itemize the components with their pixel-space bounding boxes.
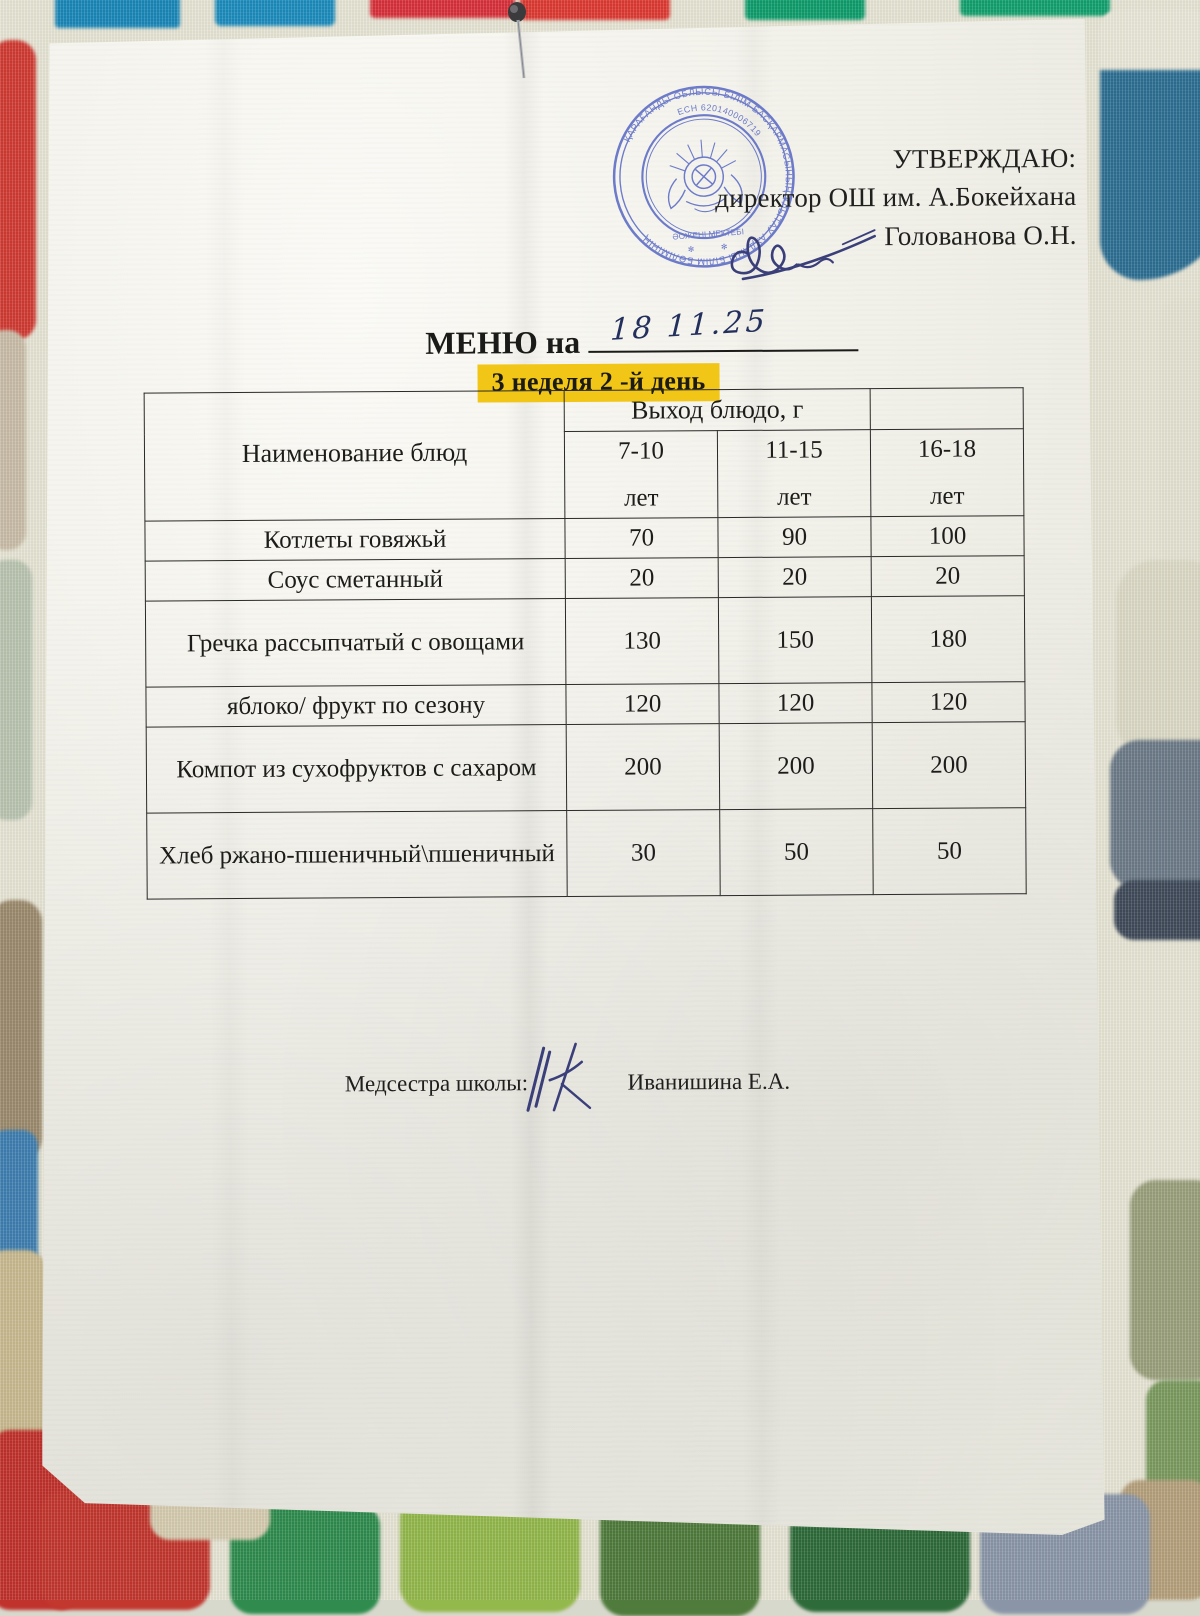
fabric-motif-left — [0, 1250, 46, 1450]
fabric-block-blue — [215, 0, 335, 26]
dish-portion-7-10: 20 — [565, 558, 718, 599]
age-unit: лет — [776, 483, 812, 511]
nurse-name: Иванишина Е.А. — [627, 1068, 791, 1095]
fabric-motif-right — [1110, 740, 1200, 890]
dish-portion-16-18: 50 — [873, 808, 1027, 895]
dish-portion-16-18: 100 — [871, 516, 1024, 557]
dish-name: Гречка рассыпчатый с овощами — [145, 599, 566, 688]
official-seal-stamp-icon: ҚАРАҒАНДЫ ОБЛЫСЫ БІЛІМ БАСҚАРМАСЫНЫҢ ҰЛЫ… — [599, 72, 808, 281]
approval-line-1: УТВЕРЖДАЮ: — [892, 142, 1077, 175]
dish-portion-11-15: 200 — [719, 723, 873, 810]
dish-name: яблоко/ фрукт по сезону — [146, 685, 566, 728]
svg-text:✻: ✻ — [688, 245, 696, 255]
dish-name: Котлеты говяжьй — [145, 519, 565, 562]
pushpin-icon — [508, 2, 526, 79]
fabric-block-blue — [55, 0, 180, 28]
director-signature — [725, 208, 915, 289]
age-range: 11-15 — [765, 436, 823, 465]
header-age-7-10: 7-10 лет — [564, 431, 718, 519]
paper-sheet: ҚАРАҒАНДЫ ОБЛЫСЫ БІЛІМ БАСҚАРМАСЫНЫҢ ҰЛЫ… — [33, 19, 1104, 1541]
dish-portion-7-10: 120 — [566, 684, 719, 725]
dish-portion-16-18: 200 — [872, 722, 1026, 809]
fabric-motif-left — [0, 900, 42, 1160]
header-output: Выход блюдо, г — [564, 389, 870, 432]
table-row: Гречка рассыпчатый с овощами 130 150 180 — [145, 596, 1025, 687]
fabric-motif-right — [1116, 560, 1200, 760]
dish-portion-11-15: 50 — [720, 809, 874, 896]
fabric-motif-right — [1160, 300, 1200, 560]
fabric-block-red — [520, 0, 670, 20]
age-range: 16-18 — [917, 435, 977, 464]
dish-portion-7-10: 30 — [567, 810, 721, 897]
dish-portion-16-18: 180 — [871, 596, 1025, 683]
age-unit: лет — [623, 484, 659, 512]
svg-text:✻: ✻ — [721, 242, 729, 252]
dish-portion-11-15: 90 — [718, 517, 871, 558]
age-range: 7-10 — [617, 437, 664, 465]
dish-name: Компот из сухофруктов с сахаром — [146, 725, 567, 814]
fabric-motif-left — [0, 1130, 38, 1270]
header-age-11-15: 11-15 лет — [717, 430, 871, 518]
table-row: Котлеты говяжьй 70 90 100 — [145, 516, 1024, 561]
header-dish-name: Наименование блюд — [144, 391, 565, 522]
dish-name: Хлеб ржано-пшеничный\пшеничный — [147, 811, 568, 900]
fabric-motif-left — [0, 330, 26, 550]
table-row: Соус сметанный 20 20 20 — [145, 556, 1024, 601]
table-row: Хлеб ржано-пшеничный\пшеничный 30 50 50 — [147, 808, 1027, 899]
age-unit: лет — [929, 482, 965, 511]
dish-portion-7-10: 200 — [566, 724, 720, 811]
dish-portion-16-18: 20 — [871, 556, 1024, 597]
fabric-block-red — [370, 0, 515, 18]
menu-date-handwritten: 18 11.25 — [609, 303, 769, 348]
table-row: Компот из сухофруктов с сахаром 200 200 … — [146, 722, 1026, 813]
nurse-signature — [510, 1032, 620, 1115]
table-header-row: Наименование блюд Выход блюдо, г — [144, 388, 1023, 435]
header-spacer — [870, 388, 1023, 430]
menu-title-label: МЕНЮ на — [425, 323, 581, 361]
dish-portion-7-10: 130 — [565, 598, 719, 685]
menu-title: МЕНЮ на 18 11.25 — [425, 315, 858, 362]
fabric-motif-right — [1130, 1180, 1200, 1380]
table-row: яблоко/ фрукт по сезону 120 120 120 — [146, 682, 1025, 727]
fabric-motif-left — [0, 40, 36, 340]
dish-portion-16-18: 120 — [872, 682, 1025, 723]
fabric-motif-left — [0, 560, 32, 820]
header-age-16-18: 16-18 лет — [870, 429, 1024, 517]
menu-table: Наименование блюд Выход блюдо, г 7-10 ле… — [144, 387, 1027, 900]
nurse-label: Медсестра школы: — [344, 1070, 529, 1097]
menu-date-field: 18 11.25 — [588, 315, 858, 353]
fabric-motif-right — [1114, 880, 1200, 940]
fabric-motif-right — [1100, 70, 1200, 280]
dish-portion-11-15: 120 — [719, 683, 872, 724]
dish-name: Соус сметанный — [145, 559, 565, 602]
fabric-block-green — [960, 0, 1110, 16]
dish-portion-11-15: 20 — [718, 557, 871, 598]
dish-portion-7-10: 70 — [565, 518, 718, 559]
fabric-block-green — [745, 0, 865, 20]
document-content: ҚАРАҒАНДЫ ОБЛЫСЫ БІЛІМ БАСҚАРМАСЫНЫҢ ҰЛЫ… — [33, 19, 1104, 1541]
dish-portion-11-15: 150 — [718, 597, 872, 684]
